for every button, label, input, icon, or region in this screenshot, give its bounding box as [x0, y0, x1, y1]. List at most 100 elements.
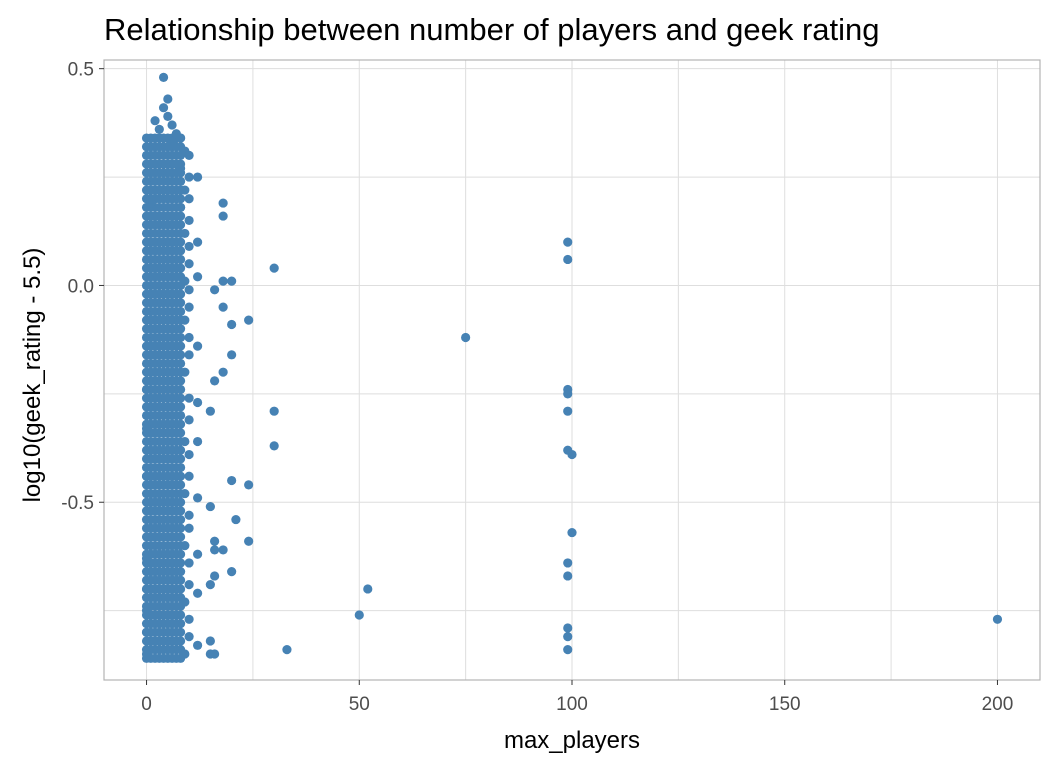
data-point — [175, 514, 186, 525]
data-point — [184, 632, 194, 642]
data-point — [563, 558, 573, 568]
data-point — [180, 488, 190, 499]
data-point — [184, 449, 194, 460]
data-point — [175, 298, 186, 308]
data-point — [141, 423, 152, 434]
data-point — [231, 514, 241, 525]
data-point — [146, 198, 156, 208]
data-point — [141, 649, 152, 659]
data-point — [218, 211, 228, 221]
data-point — [218, 276, 228, 286]
data-point — [210, 285, 220, 295]
data-point — [175, 462, 186, 473]
data-point — [175, 549, 186, 559]
x-tick-label: 100 — [556, 694, 588, 715]
data-point — [180, 367, 190, 377]
data-point — [282, 645, 292, 655]
data-point — [175, 471, 186, 481]
data-point — [180, 597, 190, 607]
data-point — [184, 510, 194, 520]
data-point — [175, 567, 186, 577]
data-point — [175, 627, 186, 637]
data-point — [567, 527, 577, 538]
data-point — [992, 614, 1003, 624]
data-point — [175, 254, 186, 265]
data-point — [175, 263, 186, 273]
data-point — [244, 480, 254, 490]
x-axis-ticks: 0 50 100 150 200 — [141, 680, 1013, 715]
data-point — [563, 254, 573, 265]
data-point — [184, 150, 194, 160]
x-tick-label: 150 — [769, 694, 801, 715]
data-point — [175, 324, 186, 334]
data-point — [193, 397, 203, 408]
data-point — [175, 202, 186, 213]
data-point — [218, 367, 228, 377]
data-point — [210, 545, 220, 555]
data-point — [184, 332, 194, 343]
data-point — [563, 632, 573, 642]
data-point — [227, 350, 237, 360]
data-point — [141, 384, 152, 395]
data-point — [175, 289, 186, 299]
data-point — [227, 475, 237, 486]
x-axis-title: max_players — [504, 727, 640, 754]
y-axis-ticks: -0.5 0.0 0.5 — [61, 60, 104, 514]
data-point — [210, 536, 220, 546]
data-point — [175, 506, 186, 516]
data-point — [175, 163, 186, 173]
data-point — [175, 393, 186, 403]
data-point — [175, 376, 186, 386]
data-point — [563, 237, 573, 247]
data-point — [175, 428, 186, 438]
data-point — [363, 584, 373, 594]
data-point — [193, 172, 203, 182]
data-point — [175, 419, 186, 429]
data-point — [210, 571, 220, 581]
data-point — [205, 406, 215, 416]
data-point — [227, 319, 237, 330]
data-point — [218, 545, 228, 555]
data-point — [180, 228, 190, 239]
data-point — [563, 623, 573, 633]
data-point — [269, 441, 279, 451]
data-point — [184, 215, 194, 226]
data-point — [175, 194, 186, 204]
data-point — [563, 389, 573, 399]
chart-title: Relationship between number of players a… — [104, 12, 880, 47]
data-point — [175, 558, 186, 568]
data-point — [175, 246, 186, 256]
data-point — [184, 471, 194, 481]
data-point — [180, 185, 190, 195]
data-point — [193, 588, 203, 598]
data-point — [175, 211, 186, 221]
data-point — [563, 406, 573, 416]
data-point — [141, 471, 152, 481]
data-point — [175, 445, 186, 455]
x-tick-label: 200 — [982, 694, 1014, 715]
data-point — [563, 645, 573, 655]
data-point — [567, 449, 577, 460]
grid-lines — [104, 60, 1040, 680]
data-point — [244, 536, 254, 546]
data-point — [180, 276, 190, 286]
data-point — [205, 501, 215, 512]
data-point — [175, 410, 186, 421]
data-point — [205, 636, 215, 646]
data-point — [141, 584, 152, 594]
data-point — [175, 220, 186, 230]
data-point — [193, 549, 203, 559]
y-axis-title: log10(geek_rating - 5.5) — [19, 248, 46, 503]
data-point — [175, 133, 186, 143]
data-point — [244, 315, 254, 325]
data-point — [184, 194, 194, 204]
data-point — [175, 402, 186, 412]
data-point — [175, 575, 186, 585]
data-point — [141, 627, 152, 637]
data-point — [141, 606, 152, 616]
data-point — [175, 610, 186, 620]
data-point — [180, 315, 190, 325]
data-point — [180, 649, 190, 659]
data-point — [193, 341, 203, 351]
data-point — [175, 341, 186, 351]
